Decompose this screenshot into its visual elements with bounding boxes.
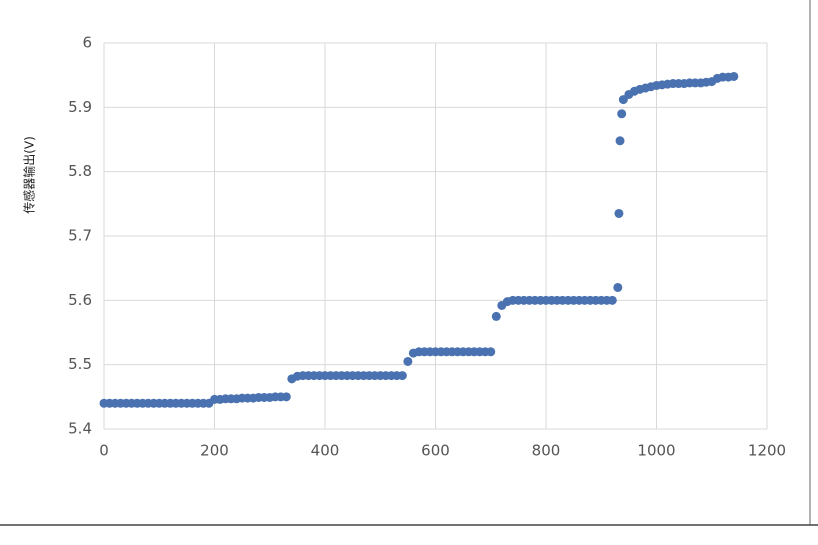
y-tick-label: 6 xyxy=(82,34,92,52)
data-point xyxy=(486,347,496,357)
y-tick-label: 5.7 xyxy=(68,227,92,245)
x-tick-label: 400 xyxy=(311,442,340,460)
data-point xyxy=(281,392,291,402)
data-point xyxy=(729,71,739,81)
y-tick-label: 5.6 xyxy=(68,291,92,309)
data-point xyxy=(403,356,413,366)
data-point xyxy=(491,311,501,321)
x-tick-label: 1000 xyxy=(637,442,675,460)
x-tick-label: 0 xyxy=(99,442,109,460)
x-tick-label: 800 xyxy=(532,442,561,460)
y-tick-label: 5.8 xyxy=(68,162,92,180)
data-point xyxy=(397,371,407,381)
x-tick-label: 200 xyxy=(200,442,229,460)
data-point xyxy=(614,208,624,218)
y-tick-label: 5.9 xyxy=(68,98,92,116)
y-tick-label: 5.4 xyxy=(68,420,92,438)
data-point xyxy=(613,282,623,292)
x-tick-label: 600 xyxy=(421,442,450,460)
data-point xyxy=(615,136,625,146)
data-point xyxy=(607,295,617,305)
y-tick-label: 5.5 xyxy=(68,355,92,373)
y-axis-label: 传感器输出(V) xyxy=(22,136,37,214)
x-tick-label: 1200 xyxy=(748,442,786,460)
data-point xyxy=(617,109,627,119)
